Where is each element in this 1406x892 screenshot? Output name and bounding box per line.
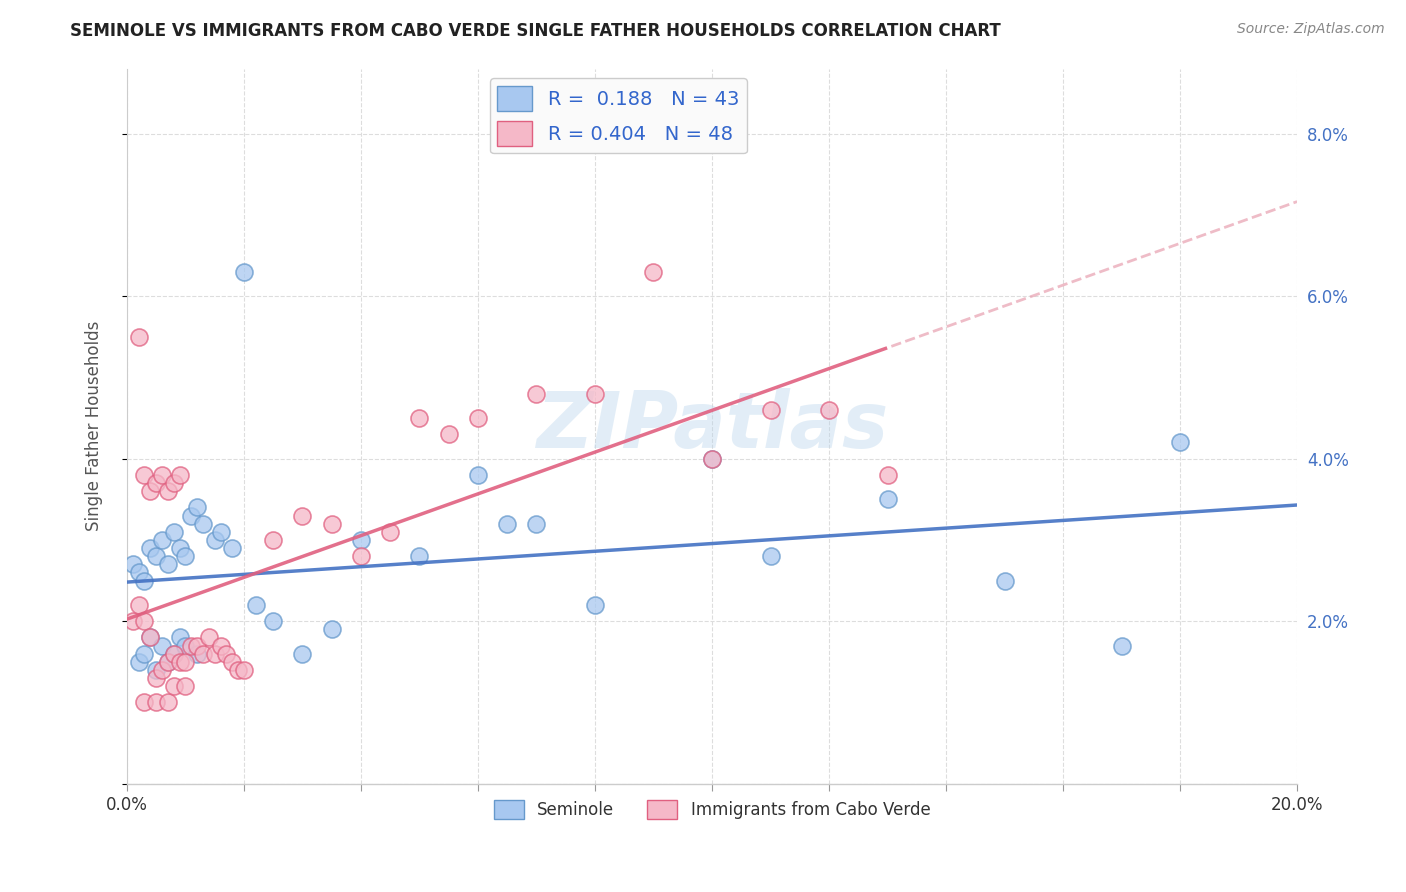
Point xyxy=(408,549,430,564)
Point xyxy=(169,541,191,555)
Point xyxy=(643,265,665,279)
Point xyxy=(134,467,156,482)
Point xyxy=(156,696,179,710)
Point xyxy=(291,647,314,661)
Point xyxy=(583,386,606,401)
Point xyxy=(291,508,314,523)
Point xyxy=(145,696,167,710)
Point xyxy=(245,598,267,612)
Text: ZIPatlas: ZIPatlas xyxy=(536,388,889,464)
Point xyxy=(139,541,162,555)
Point xyxy=(156,655,179,669)
Point xyxy=(139,484,162,499)
Point xyxy=(993,574,1015,588)
Point xyxy=(163,647,186,661)
Point xyxy=(134,647,156,661)
Point xyxy=(163,679,186,693)
Legend: Seminole, Immigrants from Cabo Verde: Seminole, Immigrants from Cabo Verde xyxy=(486,793,938,825)
Point xyxy=(1111,639,1133,653)
Point xyxy=(583,598,606,612)
Point xyxy=(262,533,284,547)
Point xyxy=(204,533,226,547)
Point xyxy=(128,566,150,580)
Point xyxy=(139,631,162,645)
Point xyxy=(759,402,782,417)
Point xyxy=(818,402,841,417)
Point xyxy=(204,647,226,661)
Point xyxy=(128,598,150,612)
Point xyxy=(408,411,430,425)
Point xyxy=(321,623,343,637)
Point xyxy=(759,549,782,564)
Point xyxy=(174,655,197,669)
Point xyxy=(156,655,179,669)
Point xyxy=(209,639,232,653)
Point xyxy=(174,639,197,653)
Point xyxy=(232,265,254,279)
Point xyxy=(145,476,167,491)
Point xyxy=(169,655,191,669)
Point xyxy=(150,533,173,547)
Point xyxy=(139,631,162,645)
Point xyxy=(700,451,723,466)
Point xyxy=(156,558,179,572)
Point xyxy=(145,663,167,677)
Point xyxy=(174,549,197,564)
Point xyxy=(150,467,173,482)
Point xyxy=(174,679,197,693)
Point xyxy=(496,516,519,531)
Point xyxy=(380,524,402,539)
Point xyxy=(350,533,373,547)
Point xyxy=(150,639,173,653)
Point xyxy=(180,508,202,523)
Point xyxy=(163,647,186,661)
Point xyxy=(350,549,373,564)
Point xyxy=(221,655,243,669)
Point xyxy=(467,467,489,482)
Point xyxy=(321,516,343,531)
Text: SEMINOLE VS IMMIGRANTS FROM CABO VERDE SINGLE FATHER HOUSEHOLDS CORRELATION CHAR: SEMINOLE VS IMMIGRANTS FROM CABO VERDE S… xyxy=(70,22,1001,40)
Point xyxy=(191,516,214,531)
Point xyxy=(700,451,723,466)
Point xyxy=(145,549,167,564)
Point xyxy=(526,386,548,401)
Point xyxy=(121,614,143,628)
Point xyxy=(121,558,143,572)
Point xyxy=(876,467,898,482)
Point xyxy=(145,671,167,685)
Point xyxy=(134,574,156,588)
Point xyxy=(1168,435,1191,450)
Point xyxy=(150,663,173,677)
Point xyxy=(226,663,249,677)
Point xyxy=(876,492,898,507)
Point xyxy=(186,647,208,661)
Point xyxy=(134,614,156,628)
Point xyxy=(186,639,208,653)
Point xyxy=(134,696,156,710)
Point xyxy=(209,524,232,539)
Point xyxy=(169,467,191,482)
Point xyxy=(156,484,179,499)
Point xyxy=(215,647,238,661)
Point xyxy=(163,476,186,491)
Point xyxy=(262,614,284,628)
Text: Source: ZipAtlas.com: Source: ZipAtlas.com xyxy=(1237,22,1385,37)
Y-axis label: Single Father Households: Single Father Households xyxy=(86,321,103,532)
Point xyxy=(169,631,191,645)
Point xyxy=(128,655,150,669)
Point xyxy=(232,663,254,677)
Point xyxy=(526,516,548,531)
Point xyxy=(180,639,202,653)
Point xyxy=(186,500,208,515)
Point xyxy=(467,411,489,425)
Point xyxy=(191,647,214,661)
Point xyxy=(221,541,243,555)
Point xyxy=(163,524,186,539)
Point xyxy=(198,631,221,645)
Point xyxy=(128,329,150,343)
Point xyxy=(437,427,460,442)
